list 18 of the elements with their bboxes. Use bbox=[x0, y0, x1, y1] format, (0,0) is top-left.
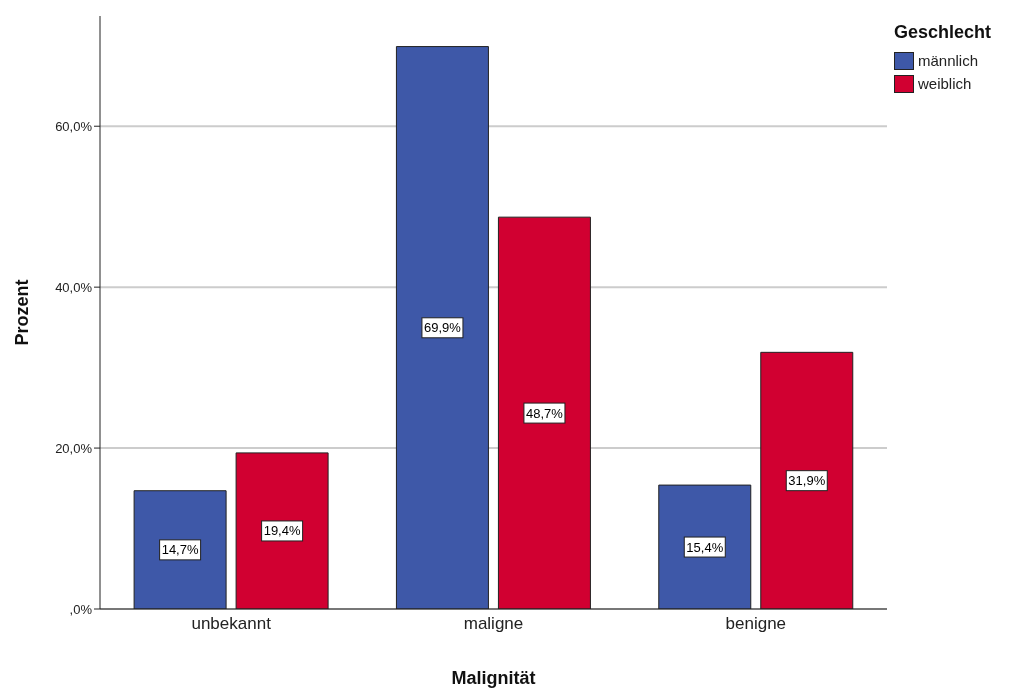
y-axis-title: Prozent bbox=[12, 279, 33, 346]
data-label: 14,7% bbox=[161, 542, 199, 558]
x-tick-label: benigne bbox=[725, 614, 787, 634]
y-tick-label: 60,0% bbox=[55, 118, 93, 134]
data-label: 69,9% bbox=[424, 320, 462, 336]
data-label: 48,7% bbox=[526, 405, 564, 421]
y-tick-label: 40,0% bbox=[55, 279, 93, 295]
data-label: 31,9% bbox=[788, 473, 826, 489]
data-label: 19,4% bbox=[263, 523, 301, 539]
legend-label: weiblich bbox=[918, 75, 972, 92]
x-tick-label: unbekannt bbox=[191, 614, 272, 634]
data-label: 15,4% bbox=[686, 539, 724, 555]
x-axis-title: Malignität bbox=[451, 668, 536, 688]
legend-label: männlich bbox=[918, 52, 979, 69]
x-tick-label: maligne bbox=[463, 614, 524, 634]
y-tick-label: ,0% bbox=[69, 601, 93, 617]
legend-title: Geschlecht bbox=[894, 22, 992, 43]
y-tick-label: 20,0% bbox=[55, 440, 93, 456]
